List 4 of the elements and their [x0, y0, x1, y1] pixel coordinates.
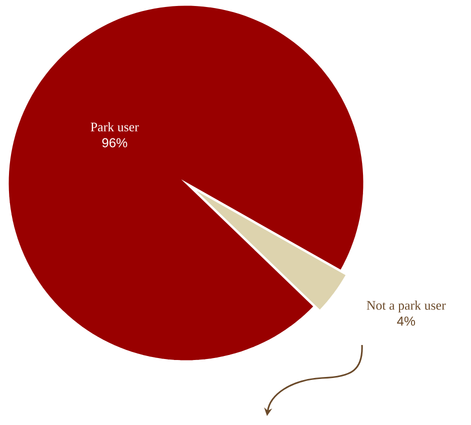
slice-label: Not a park user [366, 300, 446, 312]
slice-label: Park user [90, 122, 139, 132]
data-label: 4% [397, 316, 416, 326]
data-label: 96% [102, 138, 128, 148]
